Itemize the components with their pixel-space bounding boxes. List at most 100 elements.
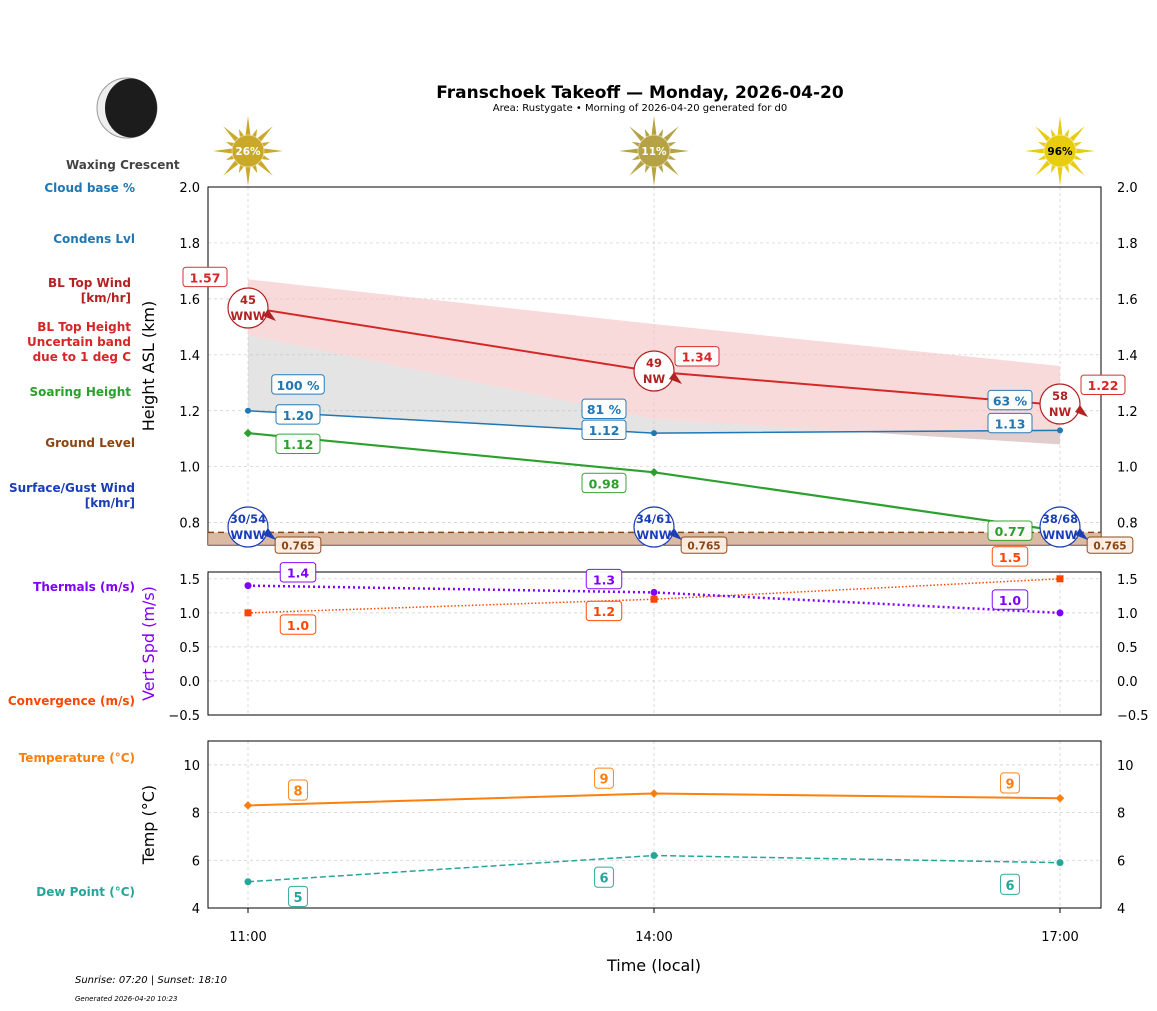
cloud-base-pct-label-box <box>271 374 325 395</box>
soaring-point <box>649 468 659 477</box>
label-soaring: Soaring Height <box>29 385 132 399</box>
y-tick-label-right: 1.8 <box>1117 237 1138 252</box>
thermal-point <box>244 582 252 590</box>
condens-point <box>1057 427 1063 434</box>
bl-wind-speed: 45 <box>240 293 256 307</box>
convergence-label: 1.2 <box>593 604 615 619</box>
y-tick-label: 0.8 <box>179 517 200 532</box>
surface-wind-circle <box>1039 506 1081 548</box>
y-tick-label: 1.4 <box>179 349 200 364</box>
condens-label: 1.20 <box>283 408 314 423</box>
y-tick-label-right: 1.2 <box>1117 405 1138 420</box>
y-tick-label: 8 <box>192 807 200 822</box>
x-tick-label: 17:00 <box>1041 930 1078 945</box>
label-ground: Ground Level <box>45 436 135 450</box>
surface-wind-arrow-icon <box>263 528 276 540</box>
y-tick-label-right: 1.5 <box>1117 573 1138 588</box>
soaring-label: 1.12 <box>283 437 314 452</box>
surface-wind-direction: WNW <box>637 528 672 542</box>
y-tick-label-right: 8 <box>1117 807 1125 822</box>
temperature-point <box>243 801 253 810</box>
dew-point-label-box <box>288 885 308 908</box>
bl-wind-arrow-icon <box>1075 405 1088 417</box>
temperature-label: 9 <box>1005 777 1014 792</box>
convergence-point <box>244 609 252 617</box>
cloud-base-pct-label-box <box>581 398 627 419</box>
y-axis-label: Vert Spd (m/s) <box>139 586 158 701</box>
ground-label-box <box>680 536 728 554</box>
plot-frame <box>207 740 1102 909</box>
bl-top-label: 1.22 <box>1088 378 1119 393</box>
condens-label: 1.12 <box>589 423 620 438</box>
thermal-point <box>1056 609 1064 617</box>
y-tick-label: 1.6 <box>179 293 200 308</box>
thermal-label-box <box>279 562 317 583</box>
condens-label-box <box>275 404 321 425</box>
bl-wind-direction: NW <box>1049 405 1072 419</box>
surface-wind-speed: 34/61 <box>636 512 672 526</box>
y-tick-label-right: 1.6 <box>1117 293 1138 308</box>
y-axis-label: Height ASL (km) <box>139 301 158 431</box>
bl-top-label-box <box>182 266 228 288</box>
chart-title: Franschoek Takeoff — Monday, 2026-04-20 <box>436 83 844 103</box>
y-tick-label-right: 10 <box>1117 759 1134 774</box>
thermal-label-box <box>991 589 1029 610</box>
ground-label: 0.765 <box>1093 541 1126 553</box>
temperature-point <box>1055 794 1065 803</box>
label-surface-wind: Surface/Gust Wind [km/hr] <box>9 481 135 510</box>
ground-label-box <box>1086 536 1134 554</box>
x-tick-label: 14:00 <box>635 930 672 945</box>
condens-point <box>245 407 251 414</box>
sun-percent: 96% <box>1047 146 1073 158</box>
label-convergence: Convergence (m/s) <box>7 694 135 708</box>
dew-point-label: 6 <box>1005 879 1014 894</box>
y-tick-label: 1.2 <box>179 405 200 420</box>
dew-point-label-box <box>1000 873 1020 895</box>
y-tick-label-right: 2.0 <box>1117 181 1138 196</box>
convergence-point <box>1056 575 1064 583</box>
label-cloud-base: Cloud base % <box>44 181 135 195</box>
soaring-label-box <box>987 520 1033 541</box>
bl-wind-circle <box>227 287 269 329</box>
dew-point-label: 6 <box>599 872 608 887</box>
label-bl-wind: BL Top Wind [km/hr] <box>47 276 131 305</box>
label-condens: Condens Lvl <box>53 232 135 246</box>
bl-wind-speed: 49 <box>646 356 662 370</box>
label-temperature: Temperature (°C) <box>18 751 135 765</box>
surface-wind-circle <box>227 506 269 548</box>
y-tick-label: 10 <box>183 759 200 774</box>
y-axis-label: Temp (°C) <box>139 785 158 865</box>
temperature-label-box <box>594 767 614 789</box>
sun-percent: 26% <box>235 146 261 158</box>
y-tick-label: 6 <box>192 854 200 869</box>
ground-label-box <box>274 536 322 554</box>
condens-label-box <box>581 419 627 440</box>
dew-point-label-box <box>594 866 614 888</box>
surface-wind-speed: 30/54 <box>230 512 266 526</box>
cloud-base-pct-label: 63 % <box>993 393 1028 408</box>
y-tick-label-right: −0.5 <box>1117 709 1149 724</box>
plot-frame <box>207 571 1102 716</box>
label-bl-top: BL Top Height Uncertain band due to 1 de… <box>27 320 131 364</box>
bl-wind-circle <box>1039 383 1081 425</box>
label-thermals: Thermals (m/s) <box>33 580 135 594</box>
cloud-base-pct-label: 81 % <box>587 402 622 417</box>
x-axis-label: Time (local) <box>606 956 701 975</box>
y-tick-label-right: 6 <box>1117 854 1125 869</box>
convergence-label: 1.5 <box>999 550 1021 565</box>
sun-percent: 11% <box>641 146 667 158</box>
bl-top-label-box <box>1080 374 1126 396</box>
y-tick-label: 0.5 <box>179 641 200 656</box>
soaring-label: 0.77 <box>995 524 1026 539</box>
surface-wind-arrow-icon <box>1075 528 1088 540</box>
soaring-label: 0.98 <box>589 476 620 491</box>
sun-disc <box>231 134 265 168</box>
thermal-label: 1.4 <box>287 566 309 581</box>
cloud-layer-fill <box>248 335 1060 445</box>
ground-label: 0.765 <box>687 541 720 553</box>
y-tick-label: 1.0 <box>179 607 200 622</box>
thermal-label: 1.0 <box>999 593 1021 608</box>
thermal-label: 1.3 <box>593 572 615 587</box>
bl-wind-direction: NW <box>643 372 666 386</box>
